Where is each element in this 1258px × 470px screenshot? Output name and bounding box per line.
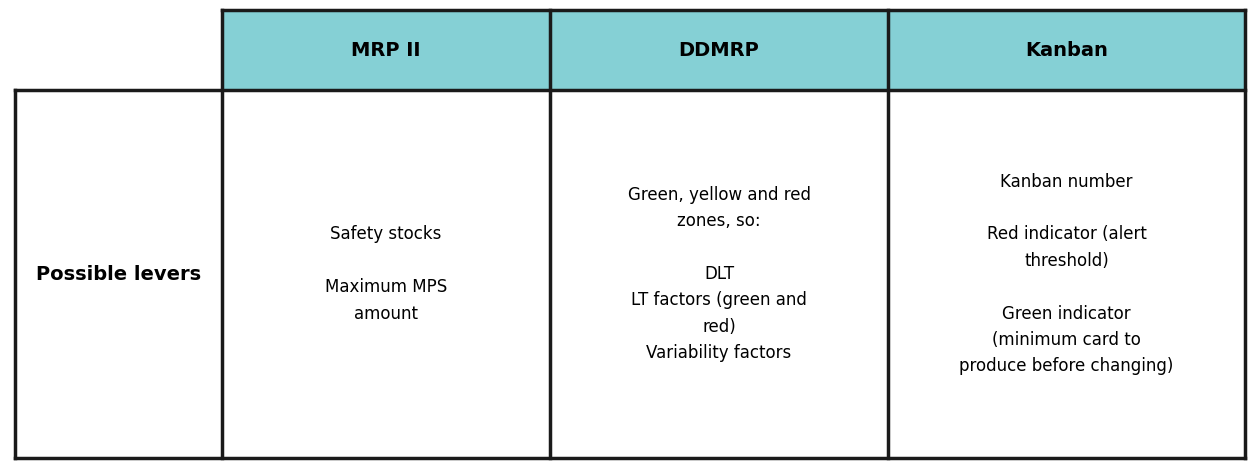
Bar xyxy=(15,90,1245,458)
Text: Green, yellow and red
zones, so:

DLT
LT factors (green and
red)
Variability fac: Green, yellow and red zones, so: DLT LT … xyxy=(628,186,810,362)
Text: Safety stocks

Maximum MPS
amount: Safety stocks Maximum MPS amount xyxy=(325,226,447,322)
Bar xyxy=(221,10,1245,90)
Text: DDMRP: DDMRP xyxy=(678,40,760,60)
Text: Kanban number

Red indicator (alert
threshold)

Green indicator
(minimum card to: Kanban number Red indicator (alert thres… xyxy=(960,172,1174,376)
Text: MRP II: MRP II xyxy=(351,40,420,60)
Text: Kanban: Kanban xyxy=(1025,40,1108,60)
Text: Possible levers: Possible levers xyxy=(36,265,201,283)
